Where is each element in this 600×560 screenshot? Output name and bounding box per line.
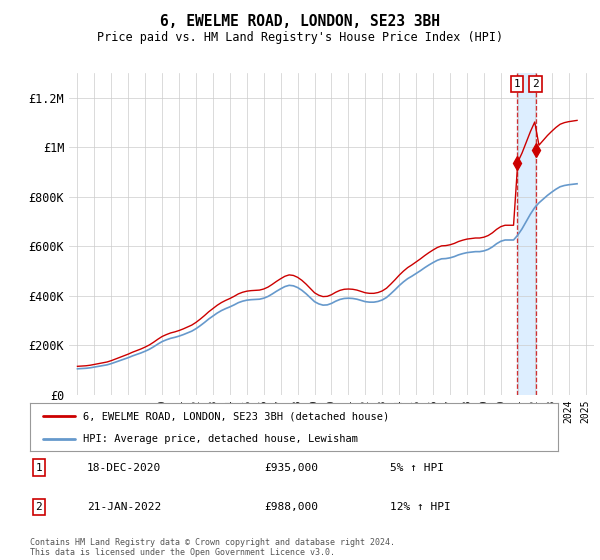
Bar: [517, 73, 536, 395]
Text: Contains HM Land Registry data © Crown copyright and database right 2024.
This d: Contains HM Land Registry data © Crown c…: [30, 538, 395, 557]
Text: HPI: Average price, detached house, Lewisham: HPI: Average price, detached house, Lewi…: [83, 434, 358, 444]
Text: 1: 1: [35, 463, 43, 473]
Text: 18-DEC-2020: 18-DEC-2020: [87, 463, 161, 473]
Text: 5% ↑ HPI: 5% ↑ HPI: [390, 463, 444, 473]
Text: 1: 1: [514, 79, 520, 89]
Text: 2: 2: [532, 79, 539, 89]
Text: Price paid vs. HM Land Registry's House Price Index (HPI): Price paid vs. HM Land Registry's House …: [97, 31, 503, 44]
Text: £935,000: £935,000: [264, 463, 318, 473]
Text: 21-JAN-2022: 21-JAN-2022: [87, 502, 161, 512]
Text: 2: 2: [35, 502, 43, 512]
Text: 6, EWELME ROAD, LONDON, SE23 3BH (detached house): 6, EWELME ROAD, LONDON, SE23 3BH (detach…: [83, 411, 389, 421]
Text: £988,000: £988,000: [264, 502, 318, 512]
Text: 12% ↑ HPI: 12% ↑ HPI: [390, 502, 451, 512]
Text: 6, EWELME ROAD, LONDON, SE23 3BH: 6, EWELME ROAD, LONDON, SE23 3BH: [160, 14, 440, 29]
